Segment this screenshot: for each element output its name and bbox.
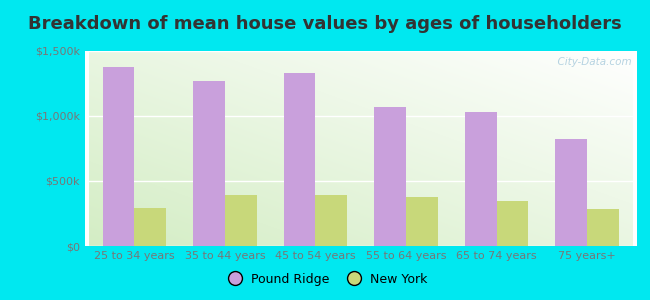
Bar — [465, 112, 497, 246]
Bar — [135, 208, 166, 246]
Bar — [406, 197, 437, 246]
Bar — [284, 73, 315, 246]
Legend: Pound Ridge, New York: Pound Ridge, New York — [217, 268, 433, 291]
Bar — [587, 209, 619, 246]
Bar — [103, 67, 135, 246]
Bar — [497, 201, 528, 246]
Bar — [225, 195, 257, 246]
Bar — [315, 195, 347, 246]
Bar — [193, 81, 225, 246]
Text: City-Data.com: City-Data.com — [551, 57, 632, 67]
Bar — [374, 107, 406, 246]
Text: Breakdown of mean house values by ages of householders: Breakdown of mean house values by ages o… — [28, 15, 622, 33]
Bar — [556, 140, 587, 246]
